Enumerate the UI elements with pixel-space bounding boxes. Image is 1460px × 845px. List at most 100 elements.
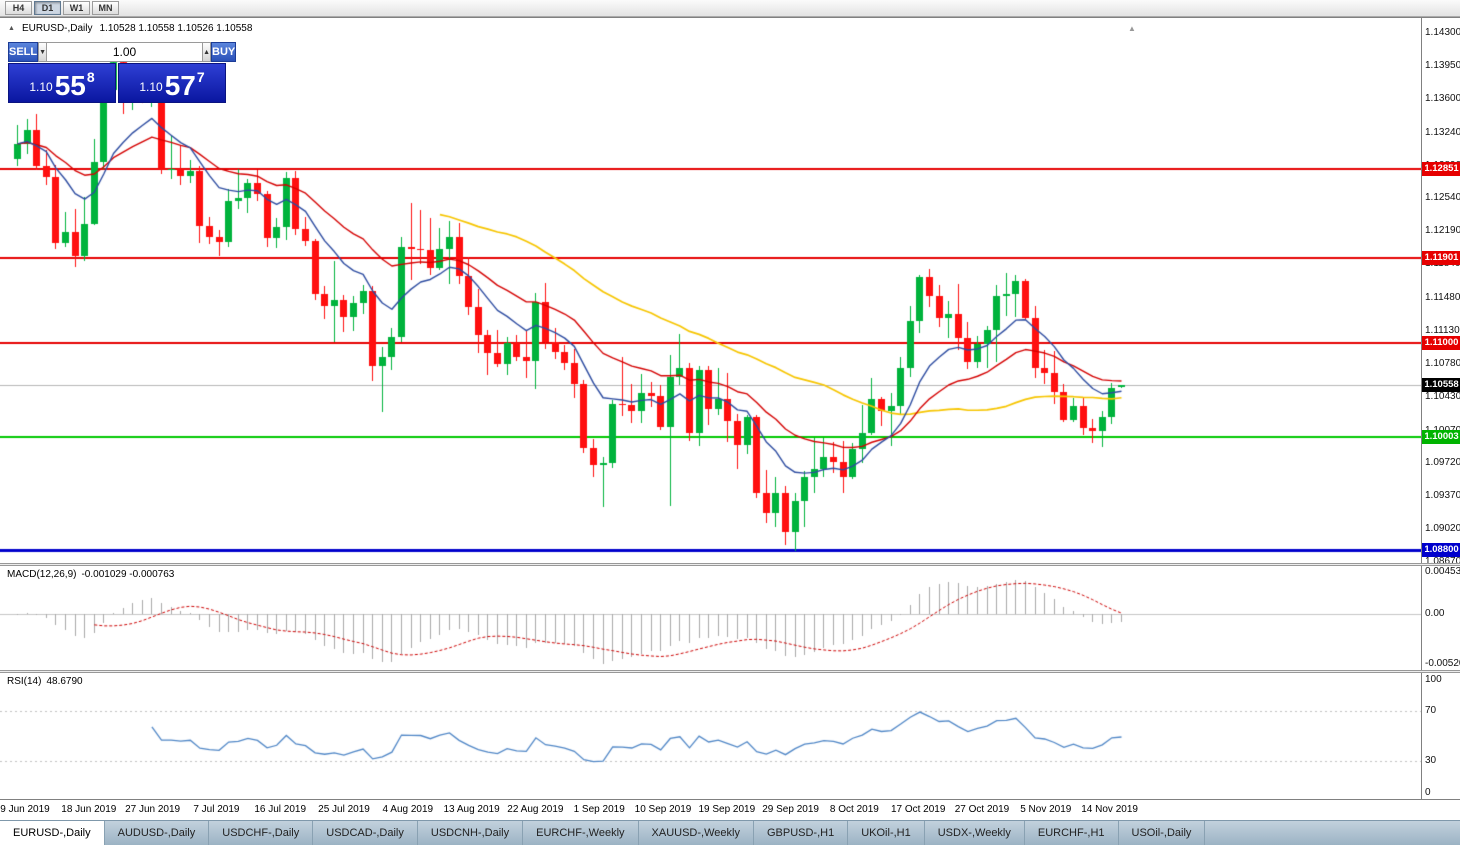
price-axis-tick: 1.14300 (1425, 27, 1460, 39)
timeframe-button-h4[interactable]: H4 (5, 1, 32, 15)
macd-values: -0.001029 -0.000763 (81, 569, 175, 580)
rsi-axis-label: 100 (1425, 674, 1442, 685)
date-axis-label: 17 Oct 2019 (890, 804, 946, 815)
chart-tab-usdx-weekly[interactable]: USDX-,Weekly (925, 821, 1025, 845)
date-axis-label: 29 Sep 2019 (762, 804, 819, 815)
sell-button[interactable]: SELL (8, 42, 39, 62)
price-chart-pane: ▲ EURUSD-,Daily 1.10528 1.10558 1.10526 … (0, 18, 1421, 563)
chart-tab-usdcnh-daily[interactable]: USDCNH-,Daily (418, 821, 524, 845)
sell-price-display[interactable]: 1.10 55 8 (8, 63, 116, 103)
macd-axis-label: 0.004536 (1425, 566, 1460, 577)
macd-canvas[interactable] (0, 566, 1421, 670)
rsi-axis-label: 0 (1425, 787, 1431, 798)
macd-axis-label: 0.00 (1425, 608, 1445, 620)
date-axis-label: 9 Jun 2019 (0, 804, 50, 815)
date-axis-label: 5 Nov 2019 (1020, 804, 1072, 815)
chart-tab-eurchf-weekly[interactable]: EURCHF-,Weekly (523, 821, 639, 845)
date-axis-label: 8 Oct 2019 (829, 804, 879, 815)
price-axis-tick: 1.13600 (1425, 92, 1460, 104)
rsi-name: RSI(14) (7, 676, 42, 687)
date-axis-label: 22 Aug 2019 (507, 804, 564, 815)
date-axis-label: 18 Jun 2019 (61, 804, 117, 815)
chart-shift-marker-icon[interactable]: ▲ (1128, 24, 1136, 33)
timeframe-button-d1[interactable]: D1 (34, 1, 61, 15)
price-axis-tick: 1.10780 (1425, 357, 1460, 369)
volume-decrease-button[interactable]: ▼ (38, 42, 48, 62)
chart-tab-ukoil-h1[interactable]: UKOil-,H1 (848, 821, 925, 845)
volume-input[interactable] (47, 42, 203, 62)
volume-increase-button[interactable]: ▲ (202, 42, 211, 62)
rsi-axis-label: 70 (1425, 704, 1437, 716)
price-axis-tick: 1.10430 (1425, 390, 1460, 402)
chart-symbol-label: EURUSD-,Daily (21, 23, 93, 34)
price-axis-tick: 1.13240 (1425, 126, 1460, 138)
price-axis-tick: 1.11480 (1425, 292, 1460, 304)
chart-tab-eurchf-h1[interactable]: EURCHF-,H1 (1025, 821, 1119, 845)
sell-price-big: 55 (54, 70, 86, 101)
timeframe-button-w1[interactable]: W1 (63, 1, 90, 15)
date-axis-label: 19 Sep 2019 (698, 804, 756, 815)
chart-tabbar: EURUSD-,Daily AUDUSD-,Daily USDCHF-,Daily U… (0, 820, 1460, 845)
timeframe-toolbar: H4 D1 W1 MN (0, 0, 1460, 17)
price-axis-tag: 1.10558 (1422, 377, 1460, 392)
price-axis-tick: 1.08670 (1425, 556, 1460, 568)
date-axis-label: 1 Sep 2019 (573, 804, 625, 815)
price-axis-tick: 1.09720 (1425, 457, 1460, 469)
price-axis-tag: 1.11000 (1422, 336, 1460, 351)
date-axis-label: 7 Jul 2019 (193, 804, 240, 815)
price-axis-tick: 1.12540 (1425, 192, 1460, 204)
date-axis-label: 27 Jun 2019 (125, 804, 181, 815)
chart-workspace: ▲ EURUSD-,Daily 1.10528 1.10558 1.10526 … (0, 17, 1460, 820)
one-click-collapse-icon[interactable]: ▲ (8, 25, 15, 32)
chart-tab-usdchf-daily[interactable]: USDCHF-,Daily (209, 821, 314, 845)
date-axis-label: 16 Jul 2019 (254, 804, 307, 815)
chart-tab-eurusd-daily[interactable]: EURUSD-,Daily (0, 821, 105, 845)
rsi-canvas[interactable] (0, 673, 1421, 799)
macd-name: MACD(12,26,9) (7, 569, 77, 580)
sell-price-sup: 8 (86, 69, 95, 85)
chart-title: ▲ EURUSD-,Daily 1.10528 1.10558 1.10526 … (8, 23, 252, 34)
macd-pane: MACD(12,26,9) -0.001029 -0.000763 (0, 566, 1421, 670)
buy-price-big: 57 (164, 70, 196, 101)
date-axis: 9 Jun 2019 18 Jun 2019 27 Jun 2019 7 Jul 20… (0, 799, 1460, 820)
rsi-label: RSI(14) 48.6790 (7, 676, 83, 687)
sell-price-prefix: 1.10 (29, 80, 53, 94)
price-chart-canvas[interactable] (0, 18, 1421, 563)
buy-price-display[interactable]: 1.10 57 7 (118, 63, 226, 103)
buy-button[interactable]: BUY (211, 42, 237, 62)
chart-tab-usdcad-daily[interactable]: USDCAD-,Daily (313, 821, 418, 845)
timeframe-button-mn[interactable]: MN (92, 1, 119, 15)
date-axis-label: 10 Sep 2019 (634, 804, 692, 815)
price-axis-tick: 1.09020 (1425, 523, 1460, 535)
price-axis-tick: 1.09370 (1425, 490, 1460, 502)
pane-divider[interactable] (0, 670, 1460, 673)
chart-tab-gbpusd-h1[interactable]: GBPUSD-,H1 (754, 821, 849, 845)
date-axis-label: 27 Oct 2019 (954, 804, 1010, 815)
rsi-pane: RSI(14) 48.6790 (0, 673, 1421, 799)
chart-tab-audusd-daily[interactable]: AUDUSD-,Daily (105, 821, 210, 845)
date-axis-label: 4 Aug 2019 (382, 804, 434, 815)
macd-label: MACD(12,26,9) -0.001029 -0.000763 (7, 569, 174, 580)
price-axis-tag: 1.11901 (1422, 251, 1460, 266)
buy-price-prefix: 1.10 (139, 80, 163, 94)
price-axis[interactable]: 1.143001.139501.136001.132401.128901.125… (1421, 18, 1460, 799)
pane-divider[interactable] (0, 563, 1460, 566)
chart-tab-xauusd-weekly[interactable]: XAUUSD-,Weekly (639, 821, 754, 845)
rsi-axis-label: 30 (1425, 755, 1437, 767)
price-axis-tag: 1.08800 (1422, 542, 1460, 557)
date-axis-label: 13 Aug 2019 (443, 804, 500, 815)
price-axis-tag: 1.12851 (1422, 162, 1460, 177)
price-axis-tag: 1.10003 (1422, 429, 1460, 444)
rsi-value: 48.6790 (46, 676, 83, 687)
date-axis-label: 14 Nov 2019 (1081, 804, 1138, 815)
buy-price-sup: 7 (196, 69, 205, 85)
price-axis-tick: 1.11130 (1425, 324, 1460, 336)
date-axis-label: 25 Jul 2019 (318, 804, 370, 815)
macd-axis-label: -0.00520 (1425, 658, 1460, 669)
price-axis-tick: 1.13950 (1425, 59, 1460, 71)
chart-ohlc-label: 1.10528 1.10558 1.10526 1.10558 (99, 23, 253, 34)
price-axis-tick: 1.12190 (1425, 225, 1460, 237)
chart-tab-usoil-daily[interactable]: USOil-,Daily (1119, 821, 1206, 845)
